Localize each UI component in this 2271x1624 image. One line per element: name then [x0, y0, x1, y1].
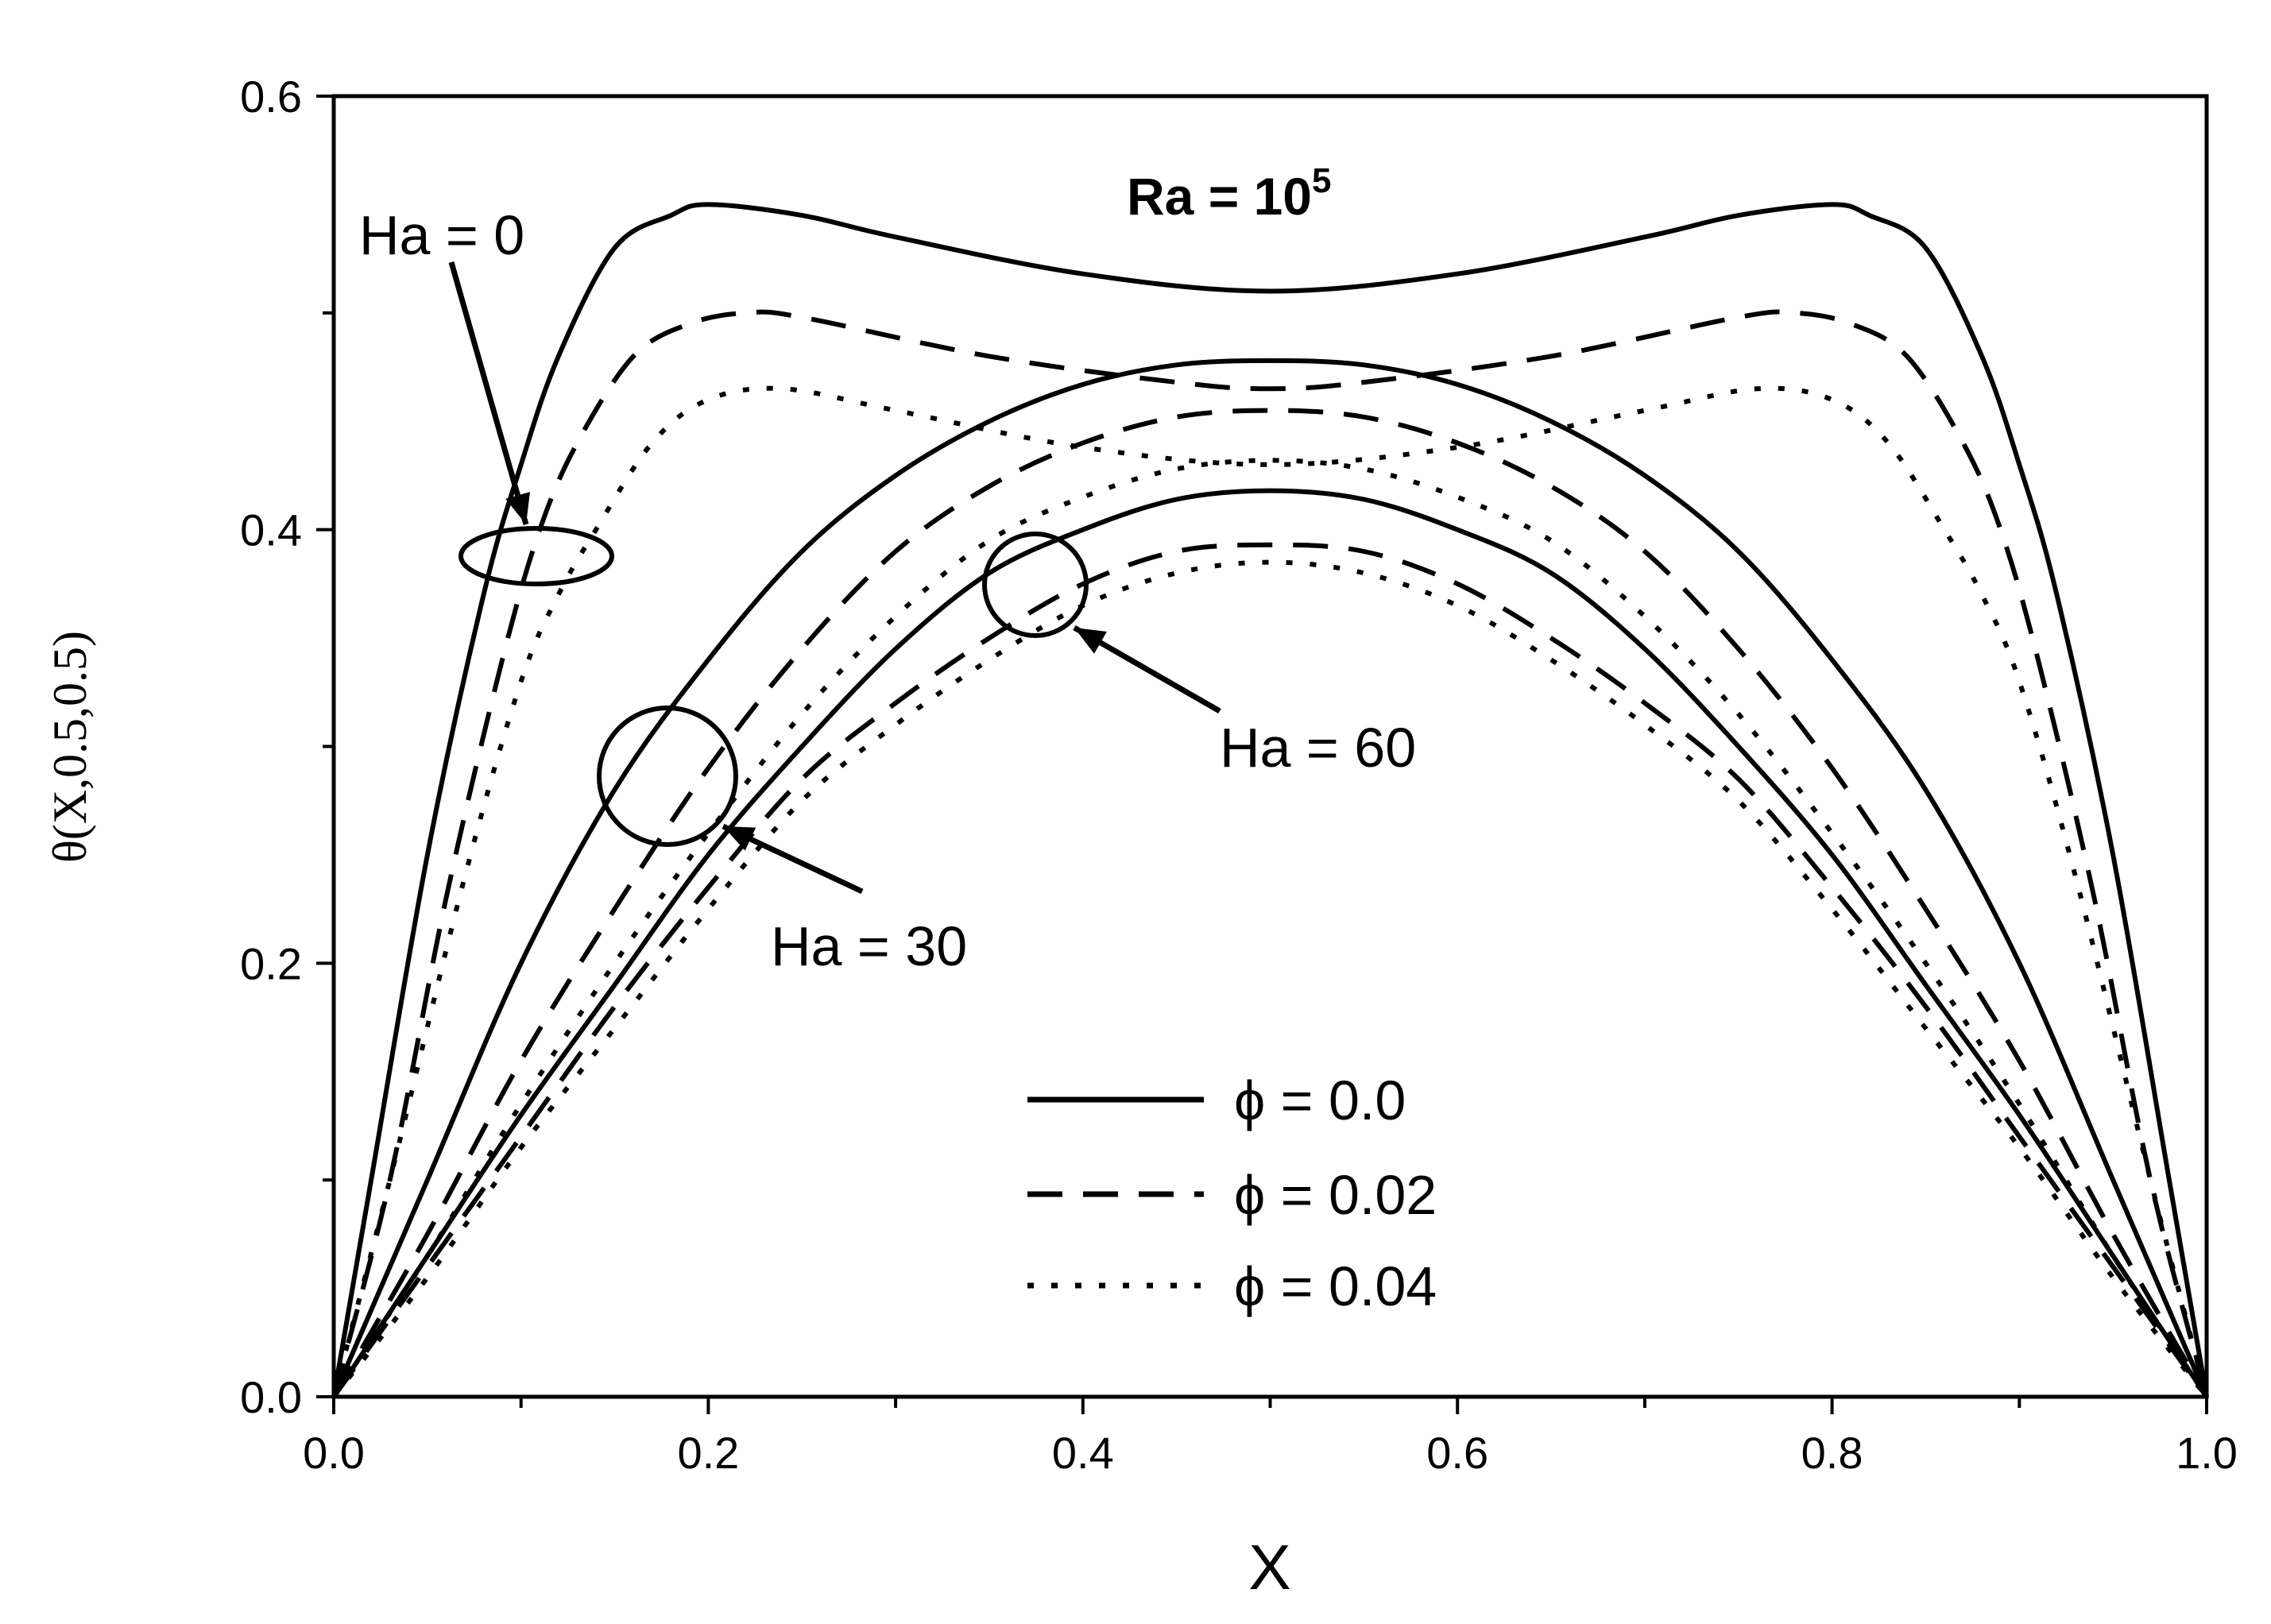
annotation-arrow-ha-0-head	[505, 492, 530, 524]
y-tick-labels: 0.0 0.2 0.4 0.6	[240, 72, 302, 1422]
x-tick-label: 0.0	[303, 1428, 365, 1478]
x-tick-label: 0.8	[1801, 1428, 1863, 1478]
axis-ticks	[316, 95, 2208, 1414]
x-axis-label: X	[1248, 1532, 1290, 1603]
series-line-8	[331, 559, 2209, 1398]
annotation-ellipse-ha-30	[597, 706, 738, 847]
x-tick-label: 0.6	[1426, 1428, 1488, 1478]
x-tick-label: 0.2	[677, 1428, 739, 1478]
x-tick-label: 1.0	[2176, 1428, 2238, 1478]
y-axis-label: θ(X,0.5,0.5)	[44, 631, 96, 863]
annotation-arrow-ha-30-head	[723, 826, 756, 851]
annotation-ha-60: Ha = 60	[1220, 717, 1416, 779]
annotation-ellipse-ha-0	[458, 526, 614, 586]
legend: ϕ = 0.0 ϕ = 0.02 ϕ = 0.04	[1027, 1069, 1437, 1317]
y-tick-label: 0.6	[240, 72, 302, 122]
annotation-arrow-ha-0-shaft	[448, 261, 529, 525]
annotation-arrow-ha-60-head	[1074, 628, 1107, 654]
series-layer	[331, 202, 2209, 1398]
annotation-ellipse-ha-60	[982, 532, 1089, 638]
chart-title-superscript: 5	[1312, 161, 1331, 200]
y-tick-label: 0.4	[240, 505, 302, 555]
chart-title: Ra = 105	[1127, 161, 1331, 226]
x-tick-labels: 0.0 0.2 0.4 0.6 0.8 1.0	[303, 1428, 2238, 1478]
legend-label-phi-002: ϕ = 0.02	[1234, 1164, 1437, 1226]
y-tick-label: 0.0	[240, 1372, 302, 1422]
annotation-ha-0: Ha = 0	[359, 204, 524, 266]
series-line-2	[331, 385, 2209, 1398]
series-line-1	[331, 309, 2209, 1398]
chart-title-text: Ra = 10	[1127, 167, 1312, 226]
x-tick-label: 0.4	[1052, 1428, 1114, 1478]
legend-label-phi-004: ϕ = 0.04	[1234, 1255, 1437, 1317]
series-line-0	[331, 202, 2209, 1398]
series-line-6	[331, 488, 2209, 1398]
series-line-7	[331, 542, 2209, 1398]
annotation-ha-30: Ha = 30	[771, 915, 967, 977]
y-tick-label: 0.2	[240, 938, 302, 988]
series-line-3	[331, 358, 2209, 1398]
series-line-5	[331, 458, 2209, 1398]
series-line-4	[331, 408, 2209, 1398]
legend-label-phi-0: ϕ = 0.0	[1234, 1069, 1406, 1131]
annotation-layer	[448, 261, 1221, 895]
